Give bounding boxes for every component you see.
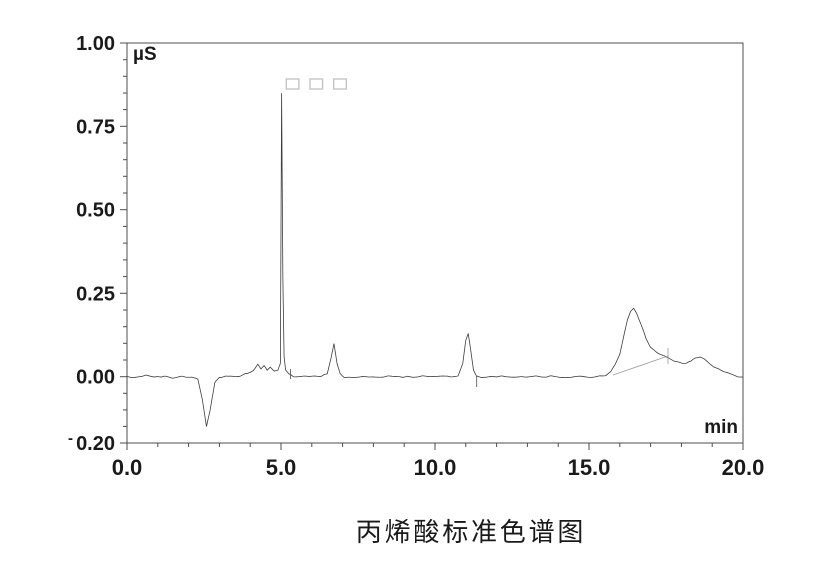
svg-text:0.0: 0.0 — [112, 455, 143, 480]
svg-text:0.00: 0.00 — [76, 367, 115, 389]
svg-text:min: min — [704, 417, 738, 438]
svg-text:0.20: 0.20 — [76, 433, 115, 455]
svg-text:-: - — [68, 430, 73, 447]
svg-text:0.50: 0.50 — [76, 200, 115, 222]
svg-text:15.0: 15.0 — [568, 455, 611, 480]
svg-text:0.75: 0.75 — [76, 116, 115, 138]
svg-text:10.0: 10.0 — [414, 455, 457, 480]
svg-text:丙烯酸标准色谱图: 丙烯酸标准色谱图 — [356, 517, 586, 547]
svg-text:1.00: 1.00 — [76, 33, 115, 55]
svg-text:20.0: 20.0 — [722, 455, 765, 480]
svg-text:0.25: 0.25 — [76, 283, 115, 305]
svg-text:5.0: 5.0 — [266, 455, 297, 480]
svg-text:µS: µS — [133, 44, 157, 65]
